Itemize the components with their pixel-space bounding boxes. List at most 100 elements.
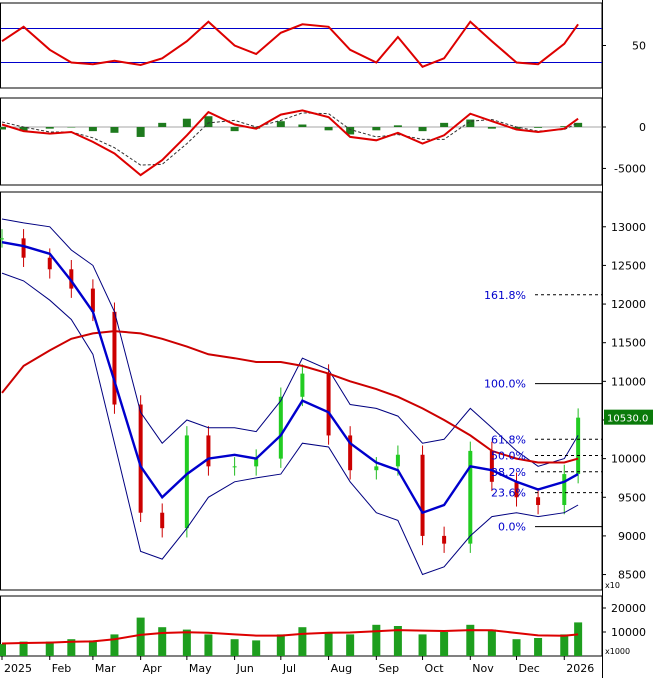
fib-level-label: 100.0% [484,378,526,391]
macd-histogram-bar [19,127,28,132]
volume-bar [252,640,261,656]
price-candle [206,435,211,467]
price-candle [138,404,143,513]
fib-level-label: 23.6% [491,487,526,500]
x-axis-tick-label: Feb [52,662,71,675]
macd-histogram-bar [67,127,76,128]
long-ma-line [1,330,579,464]
volume-ma-line [1,629,579,645]
x-axis-tick-label: 2026 [566,662,594,675]
volume-bar [230,639,239,656]
price-tick-label: 12500 [611,259,646,272]
macd-histogram-bar [158,122,167,127]
price-candle [300,373,305,397]
price-candle [562,474,567,505]
x-axis-tick-label: May [189,662,212,675]
macd-histogram-bar [110,127,119,133]
macd-histogram-bar [136,127,145,137]
price-candle [232,466,237,468]
price-candle [576,417,581,475]
rsi-tick-label: 50 [632,40,646,53]
last-price-tag [604,409,653,425]
x-axis-tick-label: Sep [378,662,399,675]
last-price-label: 10530.0 [607,414,648,425]
volume-bar [136,617,145,656]
macd-histogram-bar [324,127,333,131]
x-axis-tick-label: Apr [143,662,163,675]
volume-bar [574,622,583,656]
volume-bar [276,634,285,656]
price-tick-label: 10000 [611,453,646,466]
price-candle [47,257,52,270]
volume-bar [158,627,167,656]
macd-histogram-bar [512,127,521,130]
macd-tick-label: 0 [639,121,646,134]
volume-scale-tag: x1000 [605,647,630,656]
volume-bar [88,640,97,656]
fib-level-label: 50.0% [491,450,526,463]
price-candle [468,450,473,544]
macd-histogram-bar [182,118,191,127]
price-candle [442,535,447,544]
price-candle [489,450,494,482]
macd-histogram-bar [0,127,6,130]
macd-histogram-bar [440,122,449,127]
x-axis-tick-label: Mar [95,662,116,675]
macd-histogram-bar [534,127,543,128]
macd-histogram-bar [560,126,569,127]
fib-level-label: 161.8% [484,289,526,302]
price-scale-tag: x10 [605,581,620,590]
price-candle [348,435,353,471]
x-axis-tick-label: Jun [236,662,254,675]
volume-bar [182,629,191,656]
macd-histogram-bar [204,116,213,127]
price-candle [184,435,189,529]
volume-bar [45,641,54,656]
price-tick-label: 9000 [618,530,646,543]
volume-bar [440,632,449,656]
volume-bar [393,626,402,656]
price-candle [112,311,117,405]
volume-bar [204,634,213,656]
upper-band-line [1,218,579,467]
panel-frame-rsi [0,2,603,89]
x-axis-tick-label: Jul [282,662,296,675]
volume-tick-label: 10000 [611,626,646,639]
macd-histogram-bar [298,124,307,127]
macd-histogram-bar [88,127,97,132]
macd-histogram-bar [372,127,381,131]
price-tick-label: 11000 [611,375,646,388]
rsi-series-line [1,20,579,68]
price-candle [395,454,400,467]
price-candle [326,373,331,436]
price-candle [254,458,259,467]
price-candle [69,269,74,289]
volume-bar [324,632,333,656]
volume-bar [0,644,6,656]
x-axis-tick-label: Aug [331,662,352,675]
macd-histogram-bar [418,127,427,132]
price-tick-label: 12000 [611,298,646,311]
price-candle [278,396,283,459]
price-candle [21,238,26,258]
volume-bar [372,624,381,656]
volume-bar [487,629,496,656]
macd-histogram-bar [393,125,402,127]
price-candle [374,466,379,471]
x-axis-tick-label: 2025 [4,662,32,675]
macd-tick-label: -5000 [614,162,646,175]
price-tick-label: 13000 [611,221,646,234]
volume-bar [466,624,475,656]
volume-bar [19,641,28,656]
price-tick-label: 11500 [611,337,646,350]
macd-line [1,109,579,177]
volume-bar [534,638,543,656]
fib-level-label: 38.2% [491,466,526,479]
price-tick-label: 9500 [618,491,646,504]
price-candle [90,288,95,312]
lower-band-line [1,272,579,576]
macd-histogram-bar [574,122,583,127]
short-ma-line [1,241,579,515]
x-axis-tick-label: Oct [425,662,445,675]
